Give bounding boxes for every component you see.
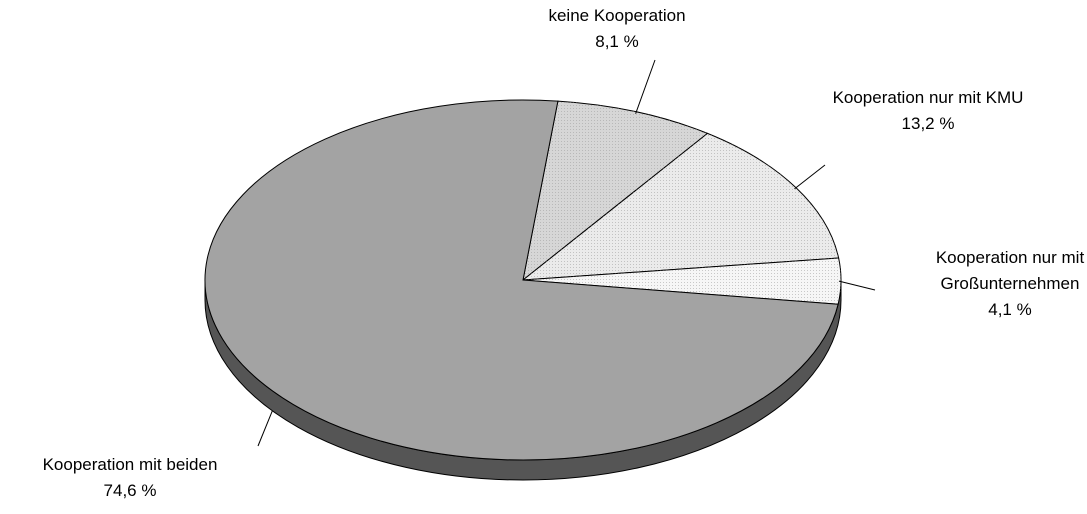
slice-label: keine Kooperation 8,1 % xyxy=(548,3,685,55)
slice-value: 4,1 % xyxy=(988,300,1032,319)
slice-value: 74,6 % xyxy=(103,481,157,500)
slice-name: Kooperation nur mit KMU xyxy=(832,88,1024,107)
slice-value: 13,2 % xyxy=(901,114,955,133)
slice-texture xyxy=(523,258,842,305)
slice-label: Kooperation nur mit KMU 13,2 % xyxy=(833,85,1024,137)
pie-slice xyxy=(204,99,839,461)
leader-line xyxy=(635,59,656,114)
leader-line xyxy=(794,164,826,190)
slice-texture xyxy=(523,133,839,280)
slice-label: Kooperation mit beiden 74,6 % xyxy=(43,452,218,504)
slice-name: keine Kooperation xyxy=(548,6,686,25)
slice-texture xyxy=(523,101,708,280)
leader-line xyxy=(838,280,876,291)
slice-name: Kooperation nur mit Großunternehmen xyxy=(935,248,1085,293)
leader-line xyxy=(257,410,273,447)
slice-value: 8,1 % xyxy=(595,32,639,51)
slice-label: Kooperation nur mit Großunternehmen 4,1 % xyxy=(935,245,1085,323)
slice-name: Kooperation mit beiden xyxy=(42,455,218,474)
